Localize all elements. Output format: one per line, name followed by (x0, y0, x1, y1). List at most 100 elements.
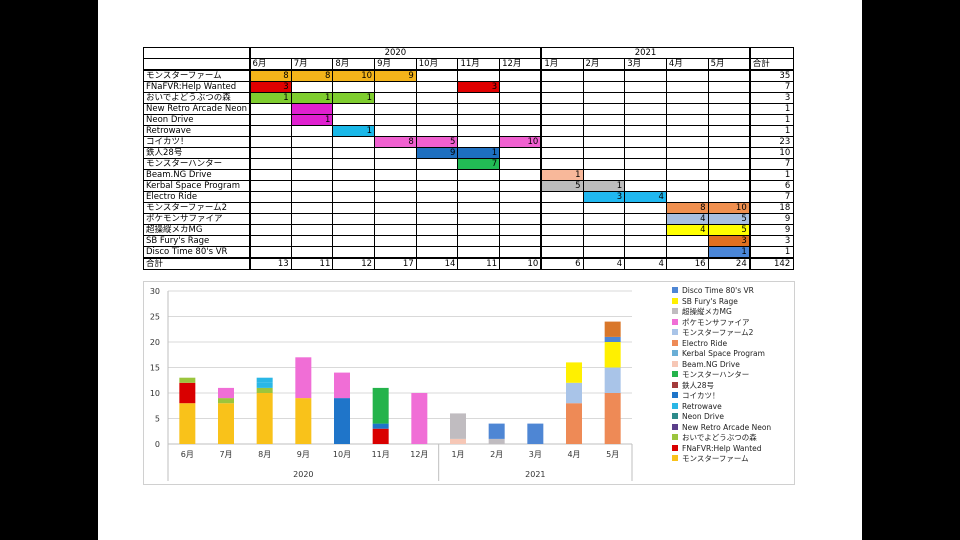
month-cell (707, 136, 751, 148)
month-cell (499, 147, 542, 159)
month-cell (582, 125, 626, 137)
legend-swatch (672, 402, 678, 409)
month-cell (540, 191, 584, 203)
month-cell (582, 103, 626, 115)
month-sum: 11 (290, 257, 334, 270)
legend-item: Electro Ride (672, 339, 792, 350)
month-cell (540, 246, 584, 259)
month-cell (499, 125, 542, 137)
month-cell: 1 (249, 92, 292, 104)
month-cell (582, 224, 626, 236)
month-cell (707, 169, 751, 181)
month-cell (415, 114, 459, 126)
month-header: 2月 (582, 58, 626, 71)
month-cell (582, 235, 626, 247)
month-cell (374, 202, 417, 214)
month-cell (290, 191, 334, 203)
month-cell (457, 246, 501, 259)
corner-cell (748, 47, 795, 59)
month-header: 7月 (290, 58, 334, 71)
month-cell: 7 (457, 158, 501, 170)
month-cell (415, 213, 459, 225)
month-cell (707, 180, 751, 192)
row-total: 1 (748, 103, 795, 115)
month-cell (624, 147, 667, 159)
month-cell (290, 147, 334, 159)
month-cell (332, 213, 376, 225)
chart-legend: Disco Time 80's VR SB Fury's Rage 超操縦メカMG ポ… (672, 286, 792, 465)
bar-segment (488, 423, 505, 439)
month-cell (374, 81, 417, 93)
y-tick-label: 30 (150, 287, 160, 296)
total-header: 合計 (748, 58, 795, 71)
month-sum: 4 (624, 257, 667, 270)
year-header-row: 2020 2021 (143, 47, 795, 59)
month-cell (457, 125, 501, 137)
row-total: 18 (748, 202, 795, 214)
game-name: Disco Time 80's VR (143, 246, 251, 259)
bar-segment (334, 398, 350, 444)
game-name: モンスターファーム (143, 69, 251, 82)
month-cell (707, 92, 751, 104)
bar-segment (334, 372, 350, 399)
bar-segment (372, 387, 389, 424)
game-name: Beam.NG Drive (143, 169, 251, 181)
month-cell (707, 147, 751, 159)
month-cell (499, 202, 542, 214)
month-cell: 3 (249, 81, 292, 93)
legend-swatch (672, 329, 678, 335)
month-cell (415, 169, 459, 181)
month-cell (332, 169, 376, 181)
row-total: 7 (748, 158, 795, 170)
month-cell (582, 246, 626, 259)
bar-segment (566, 382, 582, 404)
month-cell (332, 114, 376, 126)
legend-item: SB Fury's Rage (672, 297, 792, 308)
month-cell (374, 125, 417, 137)
bar-segment (604, 321, 621, 337)
month-cell (582, 69, 626, 82)
game-name: 超操縦メカMG (143, 224, 251, 236)
game-name: Electro Ride (143, 191, 251, 203)
month-cell: 1 (332, 125, 376, 137)
month-cell: 1 (540, 169, 584, 181)
month-cell (290, 136, 334, 148)
bar-segment (372, 428, 389, 444)
month-sum: 4 (582, 257, 626, 270)
month-cell (624, 169, 667, 181)
legend-label: Retrowave (682, 401, 722, 411)
bar-segment (179, 382, 196, 404)
month-cell (457, 69, 501, 82)
month-cell (249, 147, 292, 159)
month-cell (415, 69, 459, 82)
legend-item: Neon Drive (672, 412, 792, 423)
month-cell (624, 103, 667, 115)
month-cell (665, 147, 709, 159)
row-total: 7 (748, 191, 795, 203)
month-cell (415, 180, 459, 192)
month-cell: 8 (249, 69, 292, 82)
month-cell: 10 (332, 69, 376, 82)
legend-item: コイカツ！ (672, 391, 792, 402)
legend-swatch (672, 308, 678, 314)
month-cell (415, 125, 459, 137)
month-cell (665, 125, 709, 137)
month-cell (540, 136, 584, 148)
month-cell (249, 246, 292, 259)
month-cell (624, 213, 667, 225)
legend-label: New Retro Arcade Neon (682, 422, 772, 432)
month-cell (707, 103, 751, 115)
legend-label: モンスターハンター (682, 370, 750, 379)
month-cell (290, 158, 334, 170)
month-cell (415, 81, 459, 93)
bar-segment (256, 382, 273, 388)
month-cell: 8 (290, 69, 334, 82)
month-cell (457, 191, 501, 203)
month-cell (290, 125, 334, 137)
table-row: おいでよどうぶつの森 1 1 1 3 (143, 92, 795, 104)
legend-swatch (672, 381, 678, 388)
table-row: New Retro Arcade Neon 1 (143, 103, 795, 115)
month-cell: 5 (707, 224, 751, 236)
x-tick-label: 8月 (258, 450, 271, 459)
month-cell: 10 (499, 136, 542, 148)
